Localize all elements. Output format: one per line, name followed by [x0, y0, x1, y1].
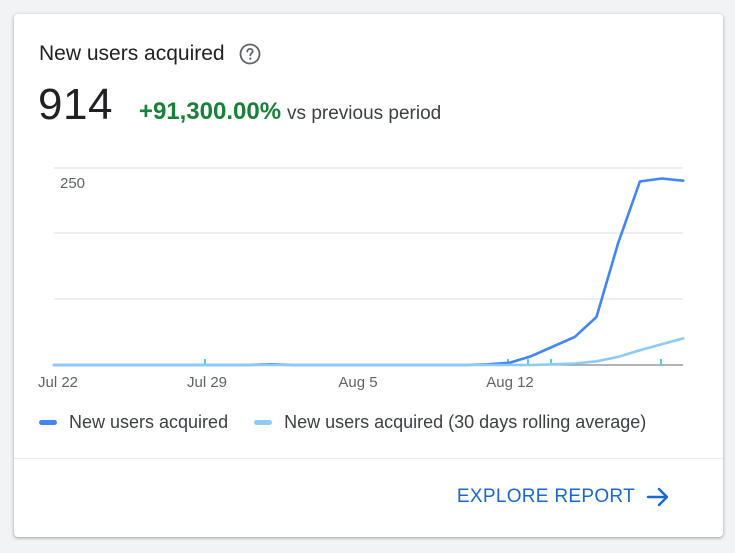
x-tick-label-0: Jul 22 [38, 374, 78, 391]
series-line-0 [52, 177, 685, 367]
legend-swatch-new-users [39, 420, 57, 425]
metric-compare-label: vs previous period [287, 103, 442, 124]
y-tick-label-0: 250 [60, 175, 85, 192]
metric-change: +91,300.00% [138, 98, 282, 125]
legend-label-rolling-average: New users acquired (30 days rolling aver… [284, 412, 647, 432]
legend-item-new-users[interactable]: New users acquired [39, 412, 228, 433]
x-tick-label-3: Aug 12 [486, 374, 534, 391]
card-title: New users acquired [39, 42, 225, 65]
series-line-1 [52, 337, 685, 367]
card-divider [14, 458, 723, 459]
legend-swatch-rolling-average [254, 420, 273, 425]
explore-report-button[interactable]: EXPLORE REPORT [457, 484, 671, 510]
line-chart[interactable]: 250 Jul 22 Jul 29 Aug 5 Aug 12 [14, 14, 723, 404]
legend-label-new-users: New users acquired [69, 412, 229, 432]
card-header: New users acquired [39, 40, 261, 68]
x-tick-label-2: Aug 5 [338, 374, 377, 391]
x-tick-label-1: Jul 29 [187, 374, 227, 391]
legend-item-rolling-average[interactable]: New users acquired (30 days rolling aver… [254, 412, 646, 433]
arrow-right-icon [645, 484, 671, 510]
new-users-card: New users acquired 914 +91,300.00% vs pr… [14, 14, 723, 537]
metric-value: 914 [38, 80, 113, 129]
metric-row: 914 +91,300.00% vs previous period [38, 80, 441, 130]
help-icon[interactable] [239, 43, 261, 65]
explore-report-label: EXPLORE REPORT [456, 486, 635, 507]
chart-legend: New users acquired New users acquired (3… [39, 412, 672, 433]
